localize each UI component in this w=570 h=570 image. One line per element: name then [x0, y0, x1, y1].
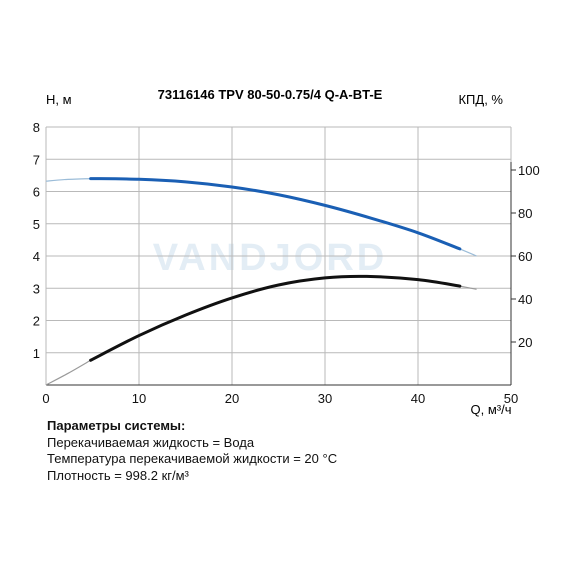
chart-labels: 73116146 TPV 80-50-0.75/4 Q-A-BT-E H, м … — [46, 87, 512, 417]
x-tick-label-0: 0 — [42, 391, 49, 406]
chart-ticks: 0 10 20 30 40 50 1 2 3 4 5 6 7 8 20 40 60 80 100 — [33, 120, 540, 406]
head-curve — [89, 177, 462, 251]
chart-title: 73116146 TPV 80-50-0.75/4 Q-A-BT-E — [158, 87, 383, 102]
param-fluid: Перекачиваемая жидкость = Вода — [47, 434, 255, 450]
y-left-tick-label-6: 7 — [33, 152, 40, 167]
y-left-tick-label-4: 5 — [33, 217, 40, 232]
x-tick-label-4: 40 — [411, 391, 425, 406]
x-tick-label-2: 20 — [225, 391, 239, 406]
x-tick-label-1: 10 — [132, 391, 146, 406]
y-right-tick-label-0: 20 — [518, 335, 532, 350]
y-left-tick-label-0: 1 — [33, 346, 40, 361]
y-left-tick-label-2: 3 — [33, 281, 40, 296]
y-right-tick-label-1: 40 — [518, 292, 532, 307]
y-right-tick-label-4: 100 — [518, 163, 540, 178]
efficiency-curve-extension-end — [459, 285, 477, 290]
head-curve-extension-start — [45, 178, 91, 182]
pump-curve-chart: VANDJORD 73116146 TPV 80-50-0.75/4 Q-A-B… — [33, 87, 540, 417]
y-left-tick-label-5: 6 — [33, 185, 40, 200]
y-right-tick-label-2: 60 — [518, 249, 532, 264]
y-left-tick-label-3: 4 — [33, 249, 40, 264]
chart-axes — [45, 127, 516, 386]
efficiency-curve-extension-start — [45, 359, 91, 386]
y-left-tick-label-7: 8 — [33, 120, 40, 135]
y-axis-label-right: КПД, % — [458, 92, 503, 107]
x-tick-label-3: 30 — [318, 391, 332, 406]
system-parameters-heading: Параметры системы: — [47, 418, 186, 433]
system-parameters: Параметры системы: Перекачиваемая жидкос… — [47, 418, 337, 484]
param-temperature: Температура перекачиваемой жидкости = 20… — [47, 451, 338, 466]
y-left-tick-label-1: 2 — [33, 314, 40, 329]
param-density: Плотность = 998.2 кг/м³ — [47, 467, 189, 483]
y-right-tick-label-3: 80 — [518, 206, 532, 221]
chart-curves — [45, 177, 477, 386]
x-axis-label: Q, м³/ч — [471, 402, 512, 417]
y-axis-label-left: H, м — [46, 92, 72, 107]
head-curve-extension-end — [459, 248, 477, 257]
efficiency-curve — [89, 274, 462, 362]
watermark-logo: VANDJORD — [153, 237, 387, 279]
x-tick-label-5: 50 — [504, 391, 518, 406]
